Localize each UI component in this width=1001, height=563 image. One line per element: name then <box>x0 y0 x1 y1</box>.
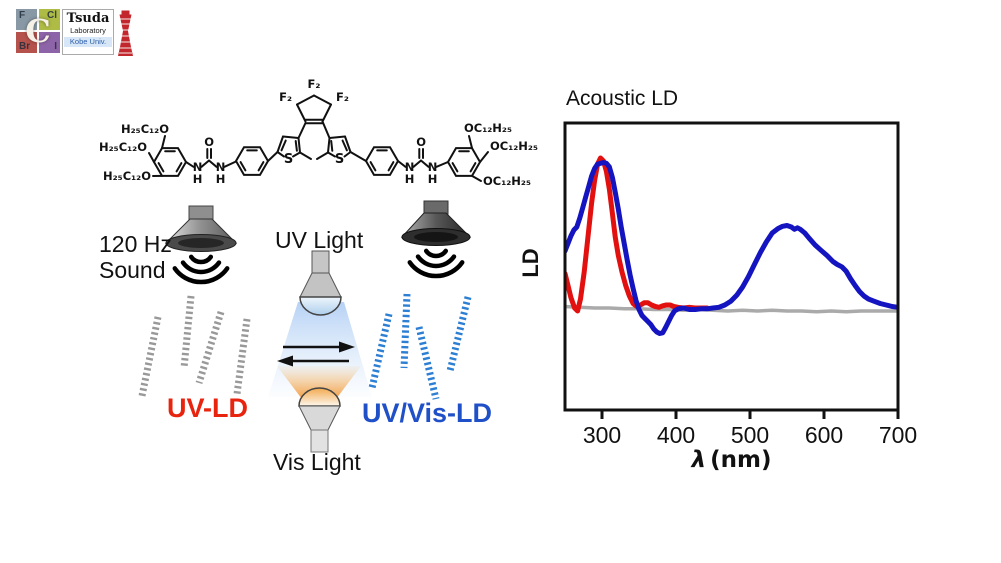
alkoxy-label: OC₁₂H₂₅ <box>464 121 512 135</box>
sound-label: 120 Hz Sound <box>99 231 172 283</box>
uv-light-label: UV Light <box>275 227 364 253</box>
molecule-structure: H₂₅C₁₂O H₂₅C₁₂O H₂₅C₁₂O N H O N H S S F₂… <box>99 77 538 188</box>
gray-molecule-rods <box>138 295 251 397</box>
x-axis-tick-labels: 300 400 500 600 700 <box>583 422 917 448</box>
thiophene-left <box>267 122 312 162</box>
perfluorocyclopentene <box>296 94 332 125</box>
ld-curve-baseline <box>566 304 897 314</box>
urea-left <box>185 148 237 168</box>
ld-spectrum-plot: 300 400 500 600 700 <box>563 121 917 448</box>
alkoxy-label: H₂₅C₁₂O <box>103 169 151 183</box>
tile-f: F <box>16 9 37 30</box>
vis-lamp-icon <box>277 366 361 453</box>
molecule-labels: H₂₅C₁₂O H₂₅C₁₂O H₂₅C₁₂O N H O N H S S F₂… <box>99 77 538 188</box>
sound-label-line1: 120 Hz <box>99 231 172 257</box>
tick-label: 700 <box>879 422 917 448</box>
lab-name: Tsuda <box>66 11 110 26</box>
o-label: O <box>204 135 214 149</box>
lab-name-sub: Laboratory <box>70 26 106 35</box>
tile-br: Br <box>16 32 37 53</box>
lab-logo: F Cl Br I C Tsuda Laboratory Kobe Univ. <box>16 9 135 59</box>
blue-molecule-rods <box>368 293 472 400</box>
tile-cl: Cl <box>39 9 60 30</box>
benzene-ring-trialkoxy-left <box>148 135 188 177</box>
h-label: H <box>428 172 438 186</box>
lambda-symbol: λ <box>691 447 707 473</box>
lab-name-card: Tsuda Laboratory Kobe Univ. <box>62 9 114 55</box>
speaker-right-icon <box>400 200 472 246</box>
vis-light-label: Vis Light <box>273 449 361 475</box>
urea-right <box>397 148 449 168</box>
sound-waves-left-icon <box>172 254 230 285</box>
f2-label: F₂ <box>308 77 321 91</box>
molecule-bonds <box>148 94 489 182</box>
sound-waves-right-icon <box>407 248 465 279</box>
lab-univ: Kobe Univ. <box>64 37 112 47</box>
ld-curve-uv-ld <box>566 155 710 314</box>
tick-label: 300 <box>583 422 621 448</box>
chart-xlabel: λ (nm) <box>565 447 898 473</box>
thiophene-right <box>316 120 367 162</box>
f2-label: F₂ <box>336 90 349 104</box>
speaker-left-icon <box>164 205 238 252</box>
h-label: H <box>405 172 415 186</box>
tick-label: 600 <box>805 422 843 448</box>
sound-label-line2: Sound <box>99 257 166 283</box>
plot-frame <box>563 121 900 412</box>
n-label: N <box>216 160 226 174</box>
tile-c: C <box>25 12 51 50</box>
s-label: S <box>284 152 293 167</box>
h-label: H <box>193 172 203 186</box>
n-label: N <box>193 160 203 174</box>
ld-curves <box>566 155 897 336</box>
phenylene-right <box>364 146 400 176</box>
ld-curve-uv-vis-ld <box>566 160 897 336</box>
f2-label: F₂ <box>279 90 292 104</box>
uv-vis-ld-state-label: UV/Vis-LD <box>362 398 493 428</box>
x-axis-ticks <box>600 410 900 419</box>
n-label: N <box>405 160 415 174</box>
alkoxy-label: OC₁₂H₂₅ <box>483 174 531 188</box>
chart-title: Acoustic LD <box>566 87 679 110</box>
phenylene-left <box>234 146 270 176</box>
uv-ld-state-label: UV-LD <box>167 393 248 423</box>
n-label: N <box>428 160 438 174</box>
scheme-graphics <box>138 200 472 453</box>
periodic-tile-logo: F Cl Br I C <box>16 9 60 53</box>
alkoxy-label: H₂₅C₁₂O <box>121 122 169 136</box>
benzene-ring-trialkoxy-right <box>446 135 489 182</box>
s-label: S <box>335 152 344 167</box>
tick-label: 500 <box>731 422 769 448</box>
o-label: O <box>416 135 426 149</box>
kobe-tower-icon <box>118 10 133 56</box>
alkoxy-label: OC₁₂H₂₅ <box>490 139 538 153</box>
equilibrium-arrows-icon <box>277 341 355 367</box>
tile-i: I <box>39 32 60 53</box>
tick-label: 400 <box>657 422 695 448</box>
xlabel-unit: (nm) <box>710 447 772 473</box>
h-label: H <box>216 172 226 186</box>
alkoxy-label: H₂₅C₁₂O <box>99 140 147 154</box>
